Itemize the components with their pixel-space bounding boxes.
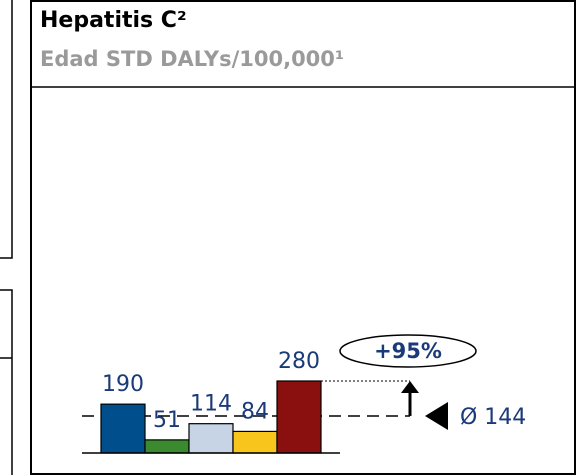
- value-label: 51: [153, 408, 181, 433]
- annotation: +95%: [374, 339, 442, 363]
- neighbor-panel-edges: [0, 0, 13, 475]
- annotation-ellipse: [339, 334, 477, 368]
- bar: [100, 403, 146, 454]
- average-pointer: [425, 401, 448, 430]
- chart-subtitle: Edad STD DALYs/100,000¹: [40, 47, 344, 71]
- bar: [188, 423, 234, 454]
- value-label: 114: [190, 392, 232, 417]
- average-label: Ø 144: [460, 405, 526, 430]
- bar: [276, 380, 322, 454]
- bar: [232, 430, 278, 454]
- value-label: 84: [241, 399, 269, 424]
- panel-border: [30, 0, 576, 475]
- bar: [144, 439, 190, 454]
- arrow-head: [401, 381, 419, 393]
- value-label: 190: [102, 372, 144, 397]
- chart-title: Hepatitis C²: [40, 8, 187, 33]
- value-label: 280: [278, 349, 320, 374]
